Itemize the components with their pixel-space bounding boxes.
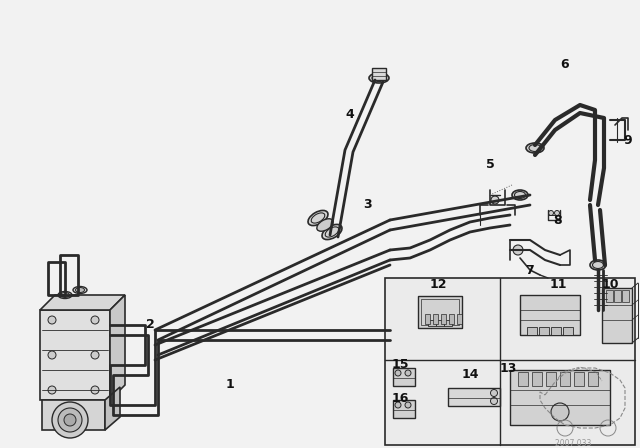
Polygon shape (40, 310, 110, 400)
Ellipse shape (58, 292, 72, 298)
Ellipse shape (308, 211, 328, 225)
Text: 10: 10 (601, 279, 619, 292)
Circle shape (554, 211, 559, 215)
Circle shape (58, 408, 82, 432)
Circle shape (395, 402, 401, 408)
Bar (606, 290, 613, 302)
Bar (433, 314, 438, 324)
Text: 11: 11 (549, 279, 567, 292)
Bar (546, 372, 556, 386)
Ellipse shape (369, 73, 389, 83)
Bar (372, 68, 386, 80)
Circle shape (91, 351, 99, 359)
Bar (622, 290, 629, 302)
Text: 14: 14 (461, 369, 479, 382)
Circle shape (491, 196, 499, 204)
Bar (393, 368, 415, 386)
Bar (539, 327, 549, 335)
Circle shape (48, 386, 56, 394)
Bar (574, 372, 584, 386)
Text: 15: 15 (391, 358, 409, 371)
Ellipse shape (61, 293, 70, 297)
Circle shape (405, 402, 411, 408)
Text: 2: 2 (146, 319, 154, 332)
Bar (421, 299, 459, 325)
Bar (441, 314, 446, 324)
Bar (614, 290, 621, 302)
Bar (457, 314, 462, 324)
Text: 13: 13 (499, 362, 516, 375)
Text: 6: 6 (561, 59, 570, 72)
Ellipse shape (526, 143, 544, 153)
Circle shape (48, 351, 56, 359)
Bar (444, 320, 452, 326)
Bar (520, 295, 580, 335)
Bar (518, 372, 528, 386)
Ellipse shape (76, 288, 84, 293)
Text: 4: 4 (346, 108, 355, 121)
Bar (425, 314, 430, 324)
Bar (563, 327, 573, 335)
Bar (532, 372, 542, 386)
Circle shape (513, 245, 523, 255)
Text: 9: 9 (624, 134, 632, 146)
Text: 2007 033: 2007 033 (555, 439, 591, 448)
Bar (436, 320, 444, 326)
Ellipse shape (73, 287, 87, 293)
Circle shape (48, 316, 56, 324)
Circle shape (91, 386, 99, 394)
Bar (449, 314, 454, 324)
Bar (602, 288, 632, 343)
Bar (393, 400, 415, 418)
Circle shape (490, 389, 497, 396)
Polygon shape (40, 295, 125, 310)
Bar (510, 370, 610, 425)
Polygon shape (110, 295, 125, 400)
Bar (428, 320, 436, 326)
Text: 16: 16 (391, 392, 409, 405)
Text: 3: 3 (364, 198, 372, 211)
Text: 12: 12 (429, 279, 447, 292)
Bar (527, 327, 537, 335)
Text: 1: 1 (226, 379, 234, 392)
Circle shape (91, 316, 99, 324)
Bar (418, 296, 462, 328)
Polygon shape (105, 387, 120, 430)
Bar (588, 372, 598, 386)
Text: 8: 8 (554, 214, 563, 227)
Circle shape (595, 307, 605, 317)
Ellipse shape (322, 224, 342, 240)
Circle shape (551, 403, 569, 421)
Bar (385, 278, 635, 445)
Polygon shape (42, 400, 105, 430)
Bar (551, 327, 561, 335)
Circle shape (395, 370, 401, 376)
Text: 5: 5 (486, 159, 494, 172)
Ellipse shape (590, 260, 606, 270)
Circle shape (52, 402, 88, 438)
Circle shape (548, 211, 554, 215)
Circle shape (490, 397, 497, 405)
Circle shape (64, 414, 76, 426)
Circle shape (405, 370, 411, 376)
Ellipse shape (512, 190, 528, 200)
Ellipse shape (372, 74, 386, 82)
Bar (448, 388, 500, 406)
Bar (560, 372, 570, 386)
Ellipse shape (317, 219, 333, 231)
Text: 7: 7 (525, 263, 534, 276)
